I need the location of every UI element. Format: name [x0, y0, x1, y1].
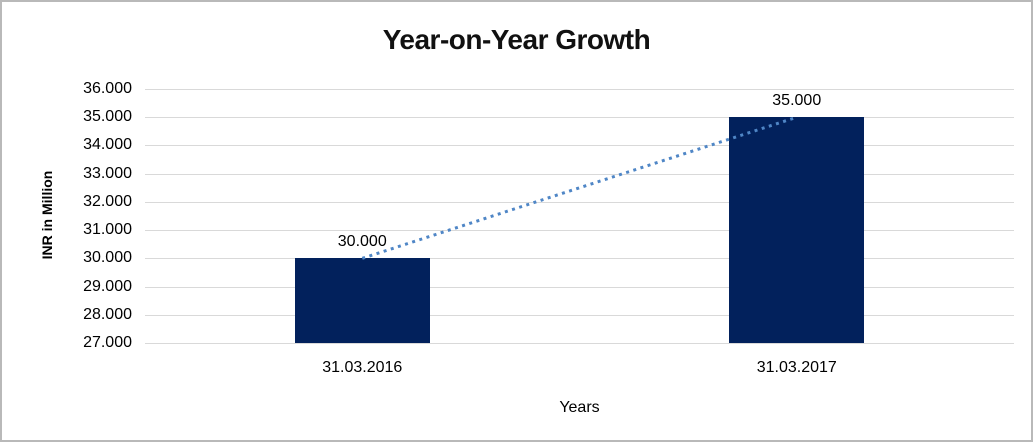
bar-31.03.2017 [729, 117, 865, 343]
x-axis-title: Years [559, 399, 600, 416]
bar-31.03.2016 [294, 258, 430, 343]
x-axis-tick-labels: 31.03.2016 31.03.2017 [145, 359, 1014, 379]
y-axis-tick-label: 32.000 [83, 192, 132, 210]
y-axis-tick-label: 29.000 [83, 277, 132, 295]
y-axis-tick-label: 31.000 [83, 221, 132, 239]
gridline [145, 201, 1014, 203]
gridline [145, 258, 1014, 260]
y-axis-tick-label: 35.000 [83, 108, 132, 126]
y-axis-tick-label: 28.000 [83, 305, 132, 323]
y-axis-tick-label: 30.000 [83, 249, 132, 267]
x-axis-tick-label: 31.03.2017 [756, 359, 837, 376]
bar-value-label: 30.000 [337, 233, 387, 251]
y-axis-tick-labels: 27.000 28.000 29.000 30.000 31.000 32.000 33.0… [2, 80, 132, 351]
y-axis-tick-label: 27.000 [83, 334, 132, 351]
y-axis-tick-label: 36.000 [83, 80, 132, 97]
gridline [145, 314, 1014, 316]
trendline [361, 115, 798, 260]
y-axis-tick-label: 34.000 [83, 136, 132, 154]
y-axis-tick-label: 33.000 [83, 164, 132, 182]
gridline [145, 230, 1014, 232]
gridline [145, 173, 1014, 175]
gridline [145, 286, 1014, 288]
gridline [145, 343, 1014, 344]
gridline [145, 117, 1014, 119]
chart-title: Year-on-Year Growth [382, 24, 651, 55]
x-axis-tick-label: 31.03.2016 [322, 359, 403, 376]
plot-area: 30.000 35.000 [145, 89, 1014, 344]
bar-value-label: 35.000 [772, 92, 822, 110]
gridline [145, 145, 1014, 147]
gridline [145, 89, 1014, 90]
